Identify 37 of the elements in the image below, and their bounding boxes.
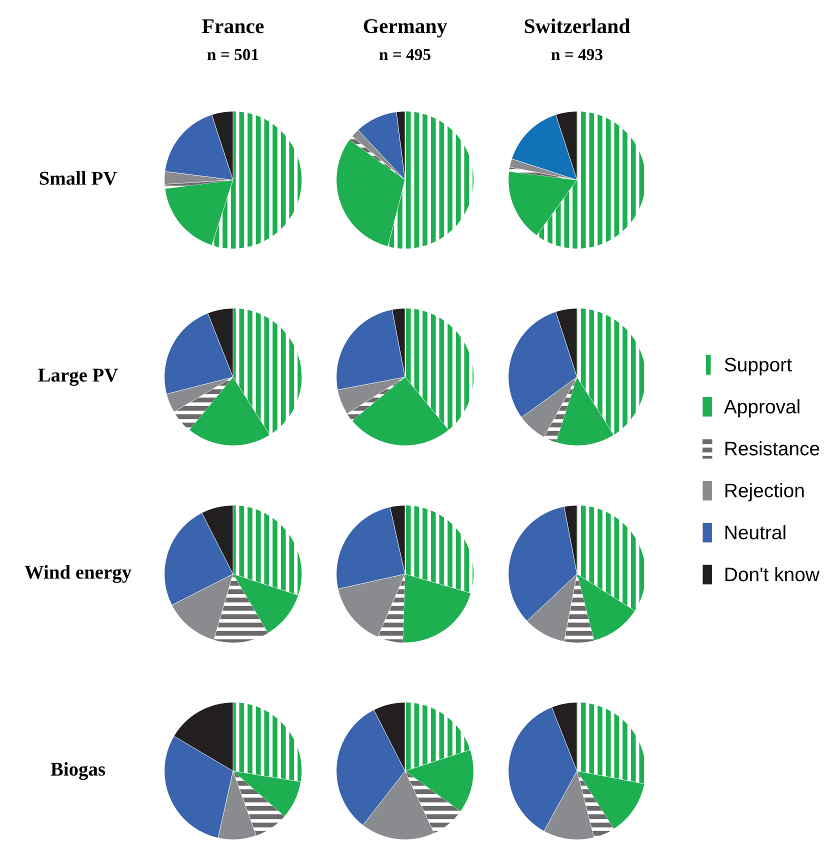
- pie-slice: [405, 702, 470, 771]
- text: Wind energy: [24, 565, 132, 583]
- pie-slice: [577, 308, 646, 435]
- text: Large PV: [38, 368, 118, 386]
- chart-title: Germany: [364, 19, 448, 38]
- pie-slice: [536, 111, 646, 249]
- legend-label: Support: [724, 358, 792, 376]
- pie-slice: [388, 111, 474, 249]
- legend-label: Rejection: [725, 483, 804, 502]
- pie-slice: [233, 308, 302, 435]
- pie-slice: [577, 771, 614, 838]
- legend-label: Don't know: [725, 567, 820, 582]
- legend-label: Neutral: [725, 525, 786, 540]
- pie-slice: [174, 377, 233, 430]
- pie-slice: [544, 377, 577, 442]
- pie-slice: [233, 702, 302, 782]
- text: Biogas: [50, 762, 106, 780]
- pie-slice: [214, 574, 268, 643]
- legend-label: Approval: [724, 399, 800, 418]
- pie-slice: [405, 771, 461, 834]
- chart-subtitle: n = 493: [551, 48, 602, 60]
- pie-slice: [577, 505, 646, 611]
- pie-slice: [378, 574, 405, 643]
- pie-slice: [347, 377, 405, 421]
- chart-title: France: [202, 19, 264, 34]
- pie-slice: [405, 505, 474, 594]
- legend-label: Resistance: [725, 441, 820, 456]
- pie-slice: [212, 111, 302, 249]
- pie-slice: [233, 505, 302, 596]
- pie-slice: [405, 308, 474, 430]
- pie-slice: [233, 771, 284, 836]
- pie-slice: [577, 702, 646, 784]
- text: Small PV: [40, 171, 117, 185]
- chart-title: Switzerland: [524, 18, 630, 34]
- pie-slice: [564, 574, 594, 643]
- chart-subtitle: n = 495: [379, 48, 430, 60]
- chart-subtitle: n = 501: [207, 48, 258, 60]
